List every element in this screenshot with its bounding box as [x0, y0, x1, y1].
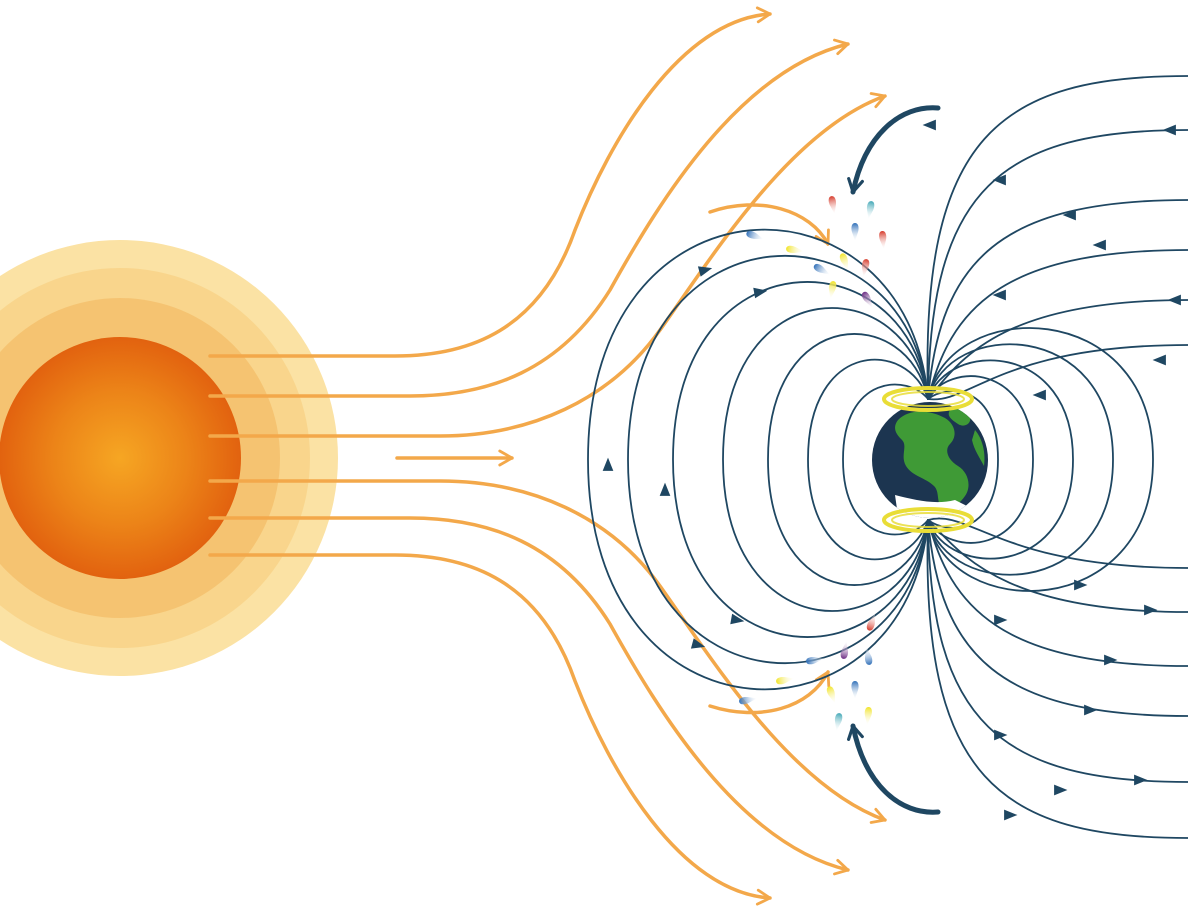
field-line-arrow-icon: [992, 174, 1006, 186]
solar-wind-arrow-icon: [208, 553, 772, 906]
charged-particle-icon: [828, 281, 837, 299]
aurora-ring-icon: [882, 507, 974, 533]
solar-wind-arrow-icon: [708, 203, 830, 246]
field-line: [927, 199, 1188, 400]
charged-particle-icon: [866, 613, 876, 631]
field-line-arrow-icon: [994, 729, 1008, 741]
field-line: [926, 75, 1188, 400]
field-line: [926, 519, 1188, 839]
field-line-arrow-icon: [1074, 579, 1088, 591]
charged-particle-icon: [746, 230, 764, 240]
charged-particle-icon: [851, 681, 859, 699]
field-line-arrow-icon: [1104, 654, 1118, 666]
solar-wind-arrow-icon: [208, 38, 850, 398]
field-line-arrow-icon: [730, 613, 745, 625]
field-line: [587, 228, 929, 691]
solar-wind-arrow-icon: [208, 516, 850, 876]
field-line: [927, 343, 1114, 576]
solar-wind-arrow-icon: [708, 670, 831, 715]
charged-particle-icon: [813, 263, 830, 275]
field-line-arrow-icon: [847, 723, 941, 815]
field-line-arrow-icon: [1054, 784, 1068, 796]
field-line-arrow-icon: [1084, 704, 1098, 716]
charged-particle-icon: [879, 231, 887, 249]
field-line-arrow-icon: [847, 105, 941, 195]
field-line: [927, 129, 1188, 400]
field-line-arrow-icon: [992, 289, 1006, 301]
charged-particle-icon: [840, 641, 849, 659]
field-line-arrow-icon: [1134, 774, 1148, 786]
field-line: [927, 299, 1188, 400]
field-line: [927, 344, 1188, 401]
charged-particle-icon: [806, 656, 824, 665]
field-line-arrow-icon: [753, 287, 768, 299]
field-line-arrow-icon: [1062, 209, 1076, 221]
field-line: [672, 281, 929, 638]
field-line-arrow-icon: [1152, 354, 1166, 366]
charged-particle-icon: [826, 686, 836, 704]
field-line-arrow-icon: [1167, 294, 1181, 306]
field-line-arrow-icon: [602, 457, 614, 471]
field-line-arrow-icon: [659, 482, 671, 496]
charged-particle-icon: [861, 291, 873, 308]
charged-particle-icon: [864, 707, 872, 725]
field-line-arrow-icon: [922, 119, 936, 131]
field-line-arrow-icon: [690, 638, 706, 649]
field-line: [927, 519, 1188, 783]
field-line-arrow-icon: [994, 614, 1008, 626]
field-line-arrow-icon: [1162, 124, 1176, 136]
field-line: [722, 307, 929, 612]
field-line: [767, 333, 929, 586]
field-line: [927, 519, 1188, 667]
field-line: [927, 517, 1188, 569]
aurora-ring-icon: [882, 386, 974, 412]
field-line-arrow-icon: [1144, 604, 1158, 616]
solar-wind-arrow-icon: [208, 6, 772, 358]
field-line-arrow-icon: [1092, 239, 1106, 251]
charged-particle-icon: [839, 253, 849, 271]
charged-particle-icon: [866, 201, 875, 219]
compression-arrows: [847, 105, 941, 815]
field-line: [927, 519, 1188, 613]
charged-particle-icon: [834, 713, 843, 731]
field-line-arrow-icon: [1032, 389, 1046, 401]
field-line-arrow-icon: [697, 266, 713, 277]
field-line-arrow-icon: [1004, 809, 1018, 821]
charged-particles: [739, 196, 887, 731]
charged-particle-icon: [739, 696, 757, 705]
field-line: [842, 383, 929, 536]
field-line: [927, 327, 1154, 592]
earth-icon: [872, 402, 988, 518]
charged-particle-icon: [786, 245, 804, 254]
charged-particle-icon: [851, 223, 859, 241]
solar-wind-arrow-icon: [208, 479, 887, 824]
field-line: [927, 519, 1188, 717]
charged-particle-icon: [776, 676, 794, 685]
field-line: [927, 249, 1188, 400]
field-line: [927, 375, 1034, 544]
field-line: [927, 359, 1074, 560]
solar-wind-arrows: [208, 6, 887, 906]
charged-particle-icon: [864, 647, 873, 665]
charged-particle-icon: [861, 259, 870, 277]
charged-particle-icon: [828, 196, 837, 214]
sun-icon: [0, 240, 338, 676]
field-line: [807, 358, 929, 561]
